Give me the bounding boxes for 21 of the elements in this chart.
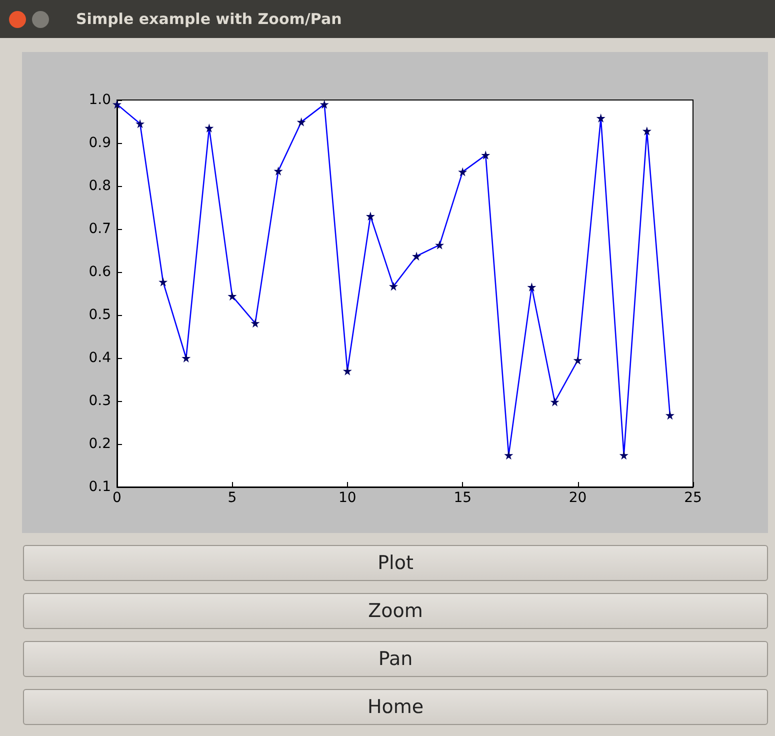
text: Home (23, 689, 768, 725)
x-tick-label: 5 (228, 490, 237, 506)
y-tick-label: 0.5 (88, 307, 111, 323)
text: Plot (23, 545, 768, 581)
y-tick-label: 0.8 (88, 178, 111, 194)
y-tick-label: 0.3 (88, 393, 111, 409)
x-tick-label: 20 (568, 490, 587, 506)
x-tick-label: 25 (684, 490, 702, 506)
y-tick-label: 0.6 (88, 264, 112, 280)
y-tick-label: 0.7 (88, 221, 111, 237)
chart-title: Simple example with Zoom/Pan (76, 10, 342, 28)
x-tick-label: 0 (112, 490, 122, 506)
text: Pan (23, 641, 768, 677)
y-tick-label: 0.9 (88, 135, 111, 151)
y-tick-label: 0.1 (88, 479, 111, 495)
x-tick-label: 15 (454, 490, 472, 506)
y-tick-label: 0.4 (88, 350, 112, 366)
y-tick-label: 0.2 (88, 436, 111, 452)
text: Zoom (23, 593, 768, 629)
x-tick-label: 10 (338, 490, 356, 506)
y-tick-label: 1.0 (88, 92, 111, 108)
